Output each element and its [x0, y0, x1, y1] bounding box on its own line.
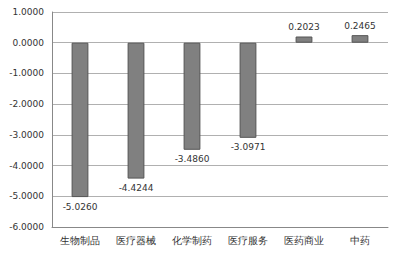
svg-text:-5.0000: -5.0000	[9, 191, 44, 201]
svg-text:医疗器械: 医疗器械	[116, 235, 156, 246]
svg-text:-1.0000: -1.0000	[9, 68, 44, 78]
svg-text:-4.4244: -4.4244	[119, 183, 154, 193]
svg-text:生物制品: 生物制品	[60, 235, 100, 246]
svg-text:-5.0260: -5.0260	[63, 202, 98, 212]
svg-text:医药商业: 医药商业	[284, 235, 324, 246]
svg-text:-3.4860: -3.4860	[175, 154, 210, 164]
svg-text:-4.0000: -4.0000	[9, 161, 44, 171]
svg-text:-3.0971: -3.0971	[231, 142, 266, 152]
svg-text:0.2465: 0.2465	[344, 21, 376, 31]
svg-text:-2.0000: -2.0000	[9, 99, 44, 109]
svg-text:0.2023: 0.2023	[288, 22, 320, 32]
svg-text:1.0000: 1.0000	[13, 7, 45, 17]
svg-text:医疗服务: 医疗服务	[228, 235, 268, 246]
svg-text:0.0000: 0.0000	[13, 38, 45, 48]
svg-text:-3.0000: -3.0000	[9, 130, 44, 140]
svg-text:化学制药: 化学制药	[172, 235, 212, 246]
svg-text:中药: 中药	[350, 235, 370, 246]
svg-text:-6.0000: -6.0000	[9, 222, 44, 232]
